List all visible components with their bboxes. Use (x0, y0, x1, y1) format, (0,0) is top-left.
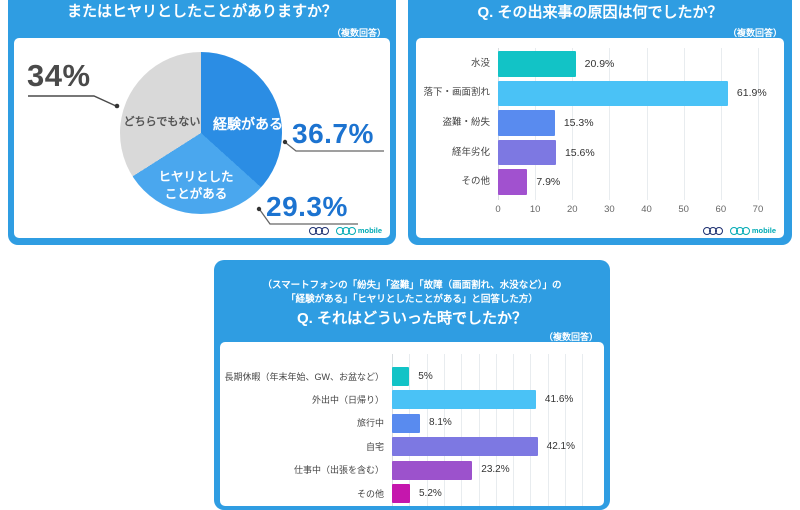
bar-category-label: 旅行中 (356, 418, 384, 429)
bar (498, 80, 728, 107)
pie-chart (120, 52, 282, 214)
cause-chart-area: 0 10 20 30 40 50 60 70 水没 20.9% 落下・画面割れ 61.9% 盗難・紛失 1… (416, 38, 784, 238)
bar-value-label: 15.3% (563, 116, 594, 129)
bar-value-label: 41.6% (544, 393, 574, 405)
pie-callout-34: 34% (27, 58, 91, 93)
bar (498, 51, 576, 77)
bar (392, 460, 473, 480)
when-bar-chart: 長期休暇（年末年始、GW、お盆など） 5% 外出中（日帰り） 41.6% 旅行中 8.1%… (220, 342, 604, 506)
brand-rings-navy-icon (702, 227, 723, 235)
bar (498, 110, 555, 136)
bar (392, 484, 410, 503)
gridline (461, 354, 463, 506)
gridline (646, 48, 648, 200)
bar-value-label: 42.1% (546, 440, 576, 452)
pie-slice-label-hiyari-line1: ヒヤリとした (158, 170, 234, 184)
when-panel-subtitle-line1: （スマートフォンの「紛失」「盗難」「故障（画面割れ、水没など）」の (262, 280, 562, 291)
gridline (478, 354, 480, 506)
bar-value-label: 7.9% (536, 176, 561, 189)
gridline (609, 48, 611, 200)
axis-tick-label: 50 (678, 204, 689, 215)
brand-rings-navy-icon (308, 227, 329, 235)
pie-slice-label-keiken: 経験がある (213, 116, 283, 132)
bar-category-label: 自宅 (365, 441, 384, 452)
bar-value-label: 23.2% (481, 464, 510, 476)
bar-value-label: 5% (418, 370, 433, 382)
bar-value-label: 5.2% (418, 487, 442, 499)
bar-value-label: 8.1% (429, 417, 452, 429)
when-panel-subtitle-line2: 「経験がある」「ヒヤリとしたことがある」と回答した方） (286, 294, 538, 305)
brand-mobile-label: mobile (751, 226, 776, 235)
brand-logos: mobile (702, 226, 776, 235)
pie-callout-29-3: 29.3% (266, 191, 348, 222)
bar-category-label: 盗難・紛失 (442, 116, 490, 128)
cause-panel-multi-answer-note: （複数回答） (727, 28, 782, 38)
gridline (426, 354, 428, 506)
axis-tick-label: 60 (715, 204, 727, 215)
bar (392, 390, 536, 410)
when-panel-multi-answer-note: （複数回答） (543, 332, 598, 342)
gridline (530, 354, 532, 506)
cause-panel: Q. その出来事の原因は何でしたか？ （複数回答） 0 10 20 30 40 50 60 7… (408, 0, 792, 245)
brand-rings-teal-icon: mobile (729, 226, 776, 235)
bar-category-label: 水没 (470, 57, 490, 69)
brand-mobile-label: mobile (357, 226, 382, 235)
axis-tick-label: 10 (529, 204, 541, 215)
bar-value-label: 20.9% (584, 57, 615, 70)
axis-tick-label: 20 (566, 204, 578, 215)
gridline (443, 354, 445, 506)
when-panel: （スマートフォンの「紛失」「盗難」「故障（画面割れ、水没など）」の 「経験がある… (214, 260, 610, 510)
gridline (547, 354, 549, 506)
gridline (683, 48, 685, 200)
pie-panel-title-line2: またはヒヤリとしたことがありますか？ (66, 3, 337, 20)
bar (392, 367, 410, 386)
gridline (720, 48, 722, 200)
when-panel-title: Q. それはどういった時でしたか？ (296, 310, 527, 327)
pie-callout-36-7: 36.7% (292, 118, 374, 149)
brand-logos: mobile (308, 226, 382, 235)
bar (392, 413, 421, 433)
axis-tick-label: 30 (604, 204, 615, 215)
pie-panel: 「故障（画面割れや水没など）」を経験したとき、 またはヒヤリとしたことがあります… (8, 0, 396, 245)
bar-category-label: その他 (356, 488, 384, 499)
brand-rings-teal-icon: mobile (335, 226, 382, 235)
pie-slice-label-hiyari-line2: ことがある (164, 187, 228, 201)
axis-tick-label: 70 (752, 204, 764, 215)
gridline (572, 48, 574, 200)
pie-chart-area: 経験がある どちらでもない ヒヤリとした ことがある 34% 36.7% 29.… (14, 38, 390, 238)
bar-category-label: 外出中（日帰り） (311, 394, 384, 405)
bar-category-label: 長期休暇（年末年始、GW、お盆など） (224, 371, 385, 382)
gridline (513, 354, 515, 506)
bar-value-label: 61.9% (736, 87, 767, 100)
pie-slice-label-hiyari: ヒヤリとした ことがある (146, 169, 246, 203)
axis-tick-label: 40 (641, 204, 652, 215)
cause-bar-chart: 0 10 20 30 40 50 60 70 水没 20.9% 落下・画面割れ 61.9% 盗難・紛失 1… (416, 38, 784, 238)
when-chart-area: 長期休暇（年末年始、GW、お盆など） 5% 外出中（日帰り） 41.6% 旅行中 8.1%… (220, 342, 604, 506)
pie-panel-multi-answer-note: （複数回答） (331, 28, 386, 38)
gridline (565, 354, 566, 506)
bar (498, 139, 556, 166)
bar-value-label: 15.6% (564, 146, 595, 159)
bar-category-label: その他 (461, 176, 490, 188)
gridline (582, 354, 584, 506)
bar (498, 169, 528, 195)
bar-category-label: 落下・画面割れ (423, 87, 490, 99)
gridline (495, 354, 497, 506)
cause-panel-title: Q. その出来事の原因は何でしたか？ (477, 4, 723, 21)
axis-tick-label: 0 (495, 204, 501, 215)
gridline (757, 48, 759, 200)
pie-slice-label-dochira: どちらでもない (123, 116, 201, 128)
bar-category-label: 経年劣化 (451, 146, 490, 158)
bar (392, 437, 538, 457)
bar-category-label: 仕事中（出張を含む） (293, 465, 384, 476)
